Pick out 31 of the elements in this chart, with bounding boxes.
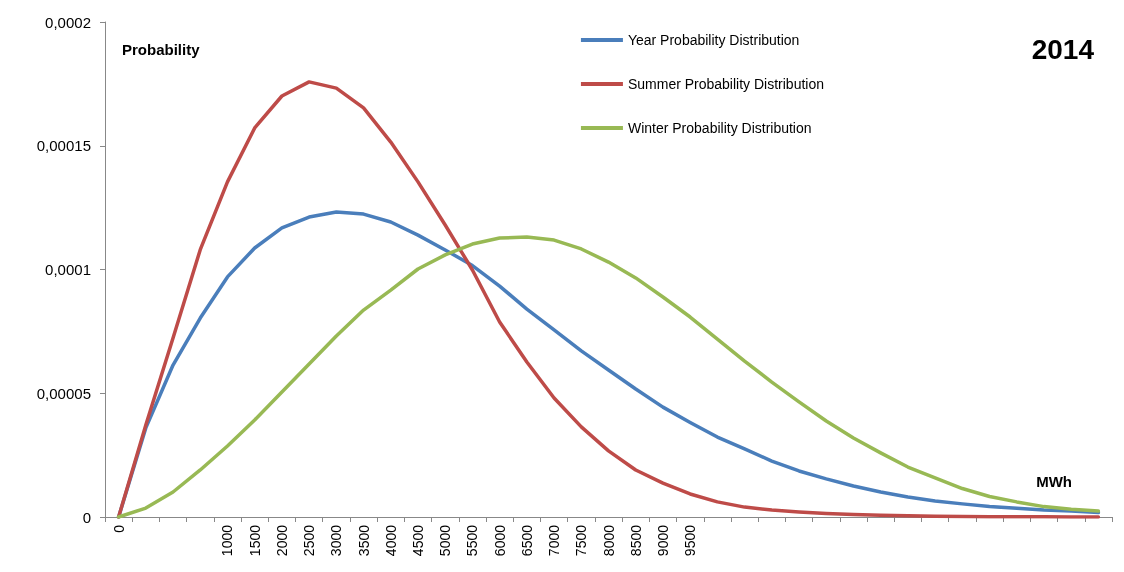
y-axis-title: Probability <box>122 41 201 58</box>
x-tick-label: 0 <box>110 524 127 533</box>
y-tick-label: 0,0002 <box>45 13 91 31</box>
y-tick-label: 0,0001 <box>45 261 91 278</box>
x-tick-label: 6000 <box>491 524 508 557</box>
x-tick-label: 4000 <box>382 524 399 557</box>
x-tick-label: 1000 <box>219 524 236 557</box>
legend-label: Year Probability Distribution <box>627 32 800 48</box>
chart-title: 2014 <box>1031 33 1095 65</box>
x-tick-label: 4500 <box>409 524 426 557</box>
x-tick-label: 2000 <box>273 524 290 557</box>
x-tick-label: 6500 <box>518 524 535 557</box>
y-tick-label: 0 <box>82 508 91 526</box>
x-tick-label: 9500 <box>682 524 699 557</box>
x-tick-label: 7500 <box>573 524 590 557</box>
x-tick-label: 1500 <box>246 524 263 557</box>
y-tick-label: 0,00005 <box>36 384 91 402</box>
x-tick-label: 5000 <box>437 524 454 557</box>
line-series <box>116 80 1101 519</box>
x-tick-label: 8500 <box>627 524 644 557</box>
x-tick-label: 7000 <box>546 524 563 557</box>
y-tick-label: 0,00015 <box>36 137 91 155</box>
x-axis-title: MWh <box>1036 473 1072 490</box>
legend-label: Summer Probability Distribution <box>627 76 825 92</box>
x-tick-label: 3000 <box>328 524 345 557</box>
x-tick-label: 8000 <box>600 524 617 557</box>
x-tick-label: 5500 <box>464 524 481 557</box>
x-tick-label: 9000 <box>654 524 671 557</box>
x-tick-label: 3500 <box>355 524 372 557</box>
x-tick-label: 2500 <box>301 524 318 557</box>
legend-label: Winter Probability Distribution <box>627 120 812 136</box>
